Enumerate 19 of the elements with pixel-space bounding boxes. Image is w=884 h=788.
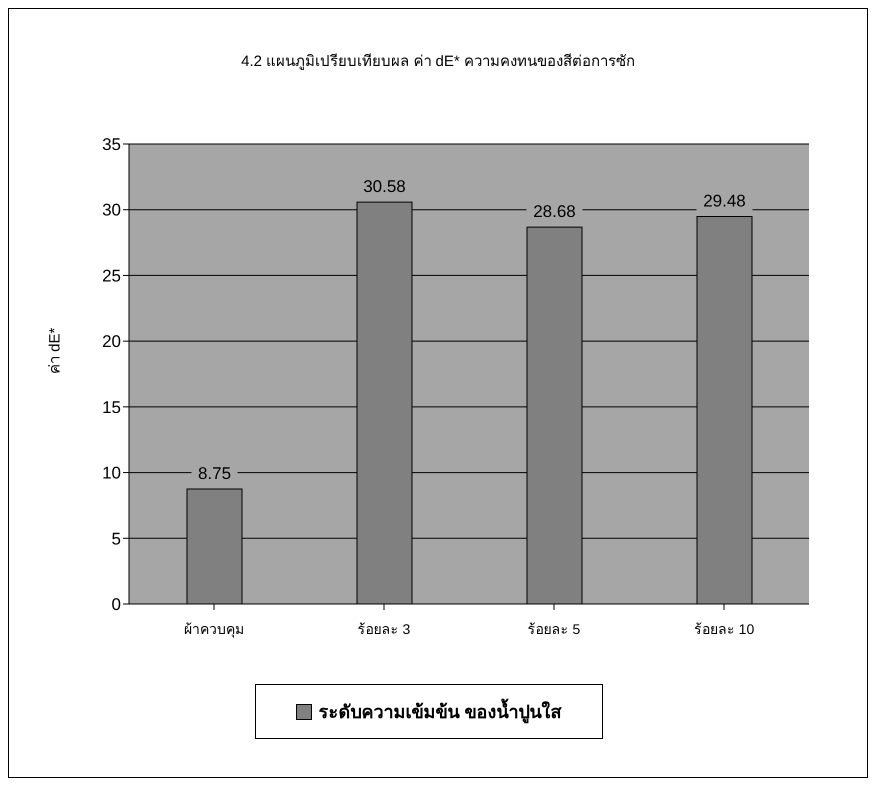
y-tick-label: 30 — [102, 200, 121, 220]
y-tick-label: 10 — [102, 464, 121, 483]
data-label: 30.58 — [363, 177, 406, 196]
x-tick-label: ร้อยละ 3 — [358, 620, 411, 637]
y-tick-label: 35 — [102, 135, 121, 154]
x-tick-label: ร้อยละ 5 — [528, 620, 581, 637]
y-axis-title: ค่า dE* — [46, 327, 64, 374]
data-label: 29.48 — [703, 192, 746, 211]
chart-title: 4.2 แผนภูมิเปรียบเทียบผล ค่า dE* ความคงทนของสีต่อการซัก — [240, 52, 636, 72]
y-tick-label: 20 — [102, 332, 121, 352]
y-tick-label: 25 — [102, 266, 121, 286]
y-tick-label: 15 — [102, 398, 121, 417]
data-label: 28.68 — [533, 202, 576, 222]
y-tick-label: 5 — [112, 529, 121, 548]
x-tick-label: ผ้าควบคุม — [184, 620, 244, 638]
y-tick-label: 0 — [112, 595, 121, 614]
data-label: 8.75 — [198, 464, 232, 483]
legend-label: ระดับความเข้มข้น ของน้ำปูนใส — [317, 698, 562, 726]
x-tick-label: ร้อยละ 10 — [694, 620, 754, 637]
